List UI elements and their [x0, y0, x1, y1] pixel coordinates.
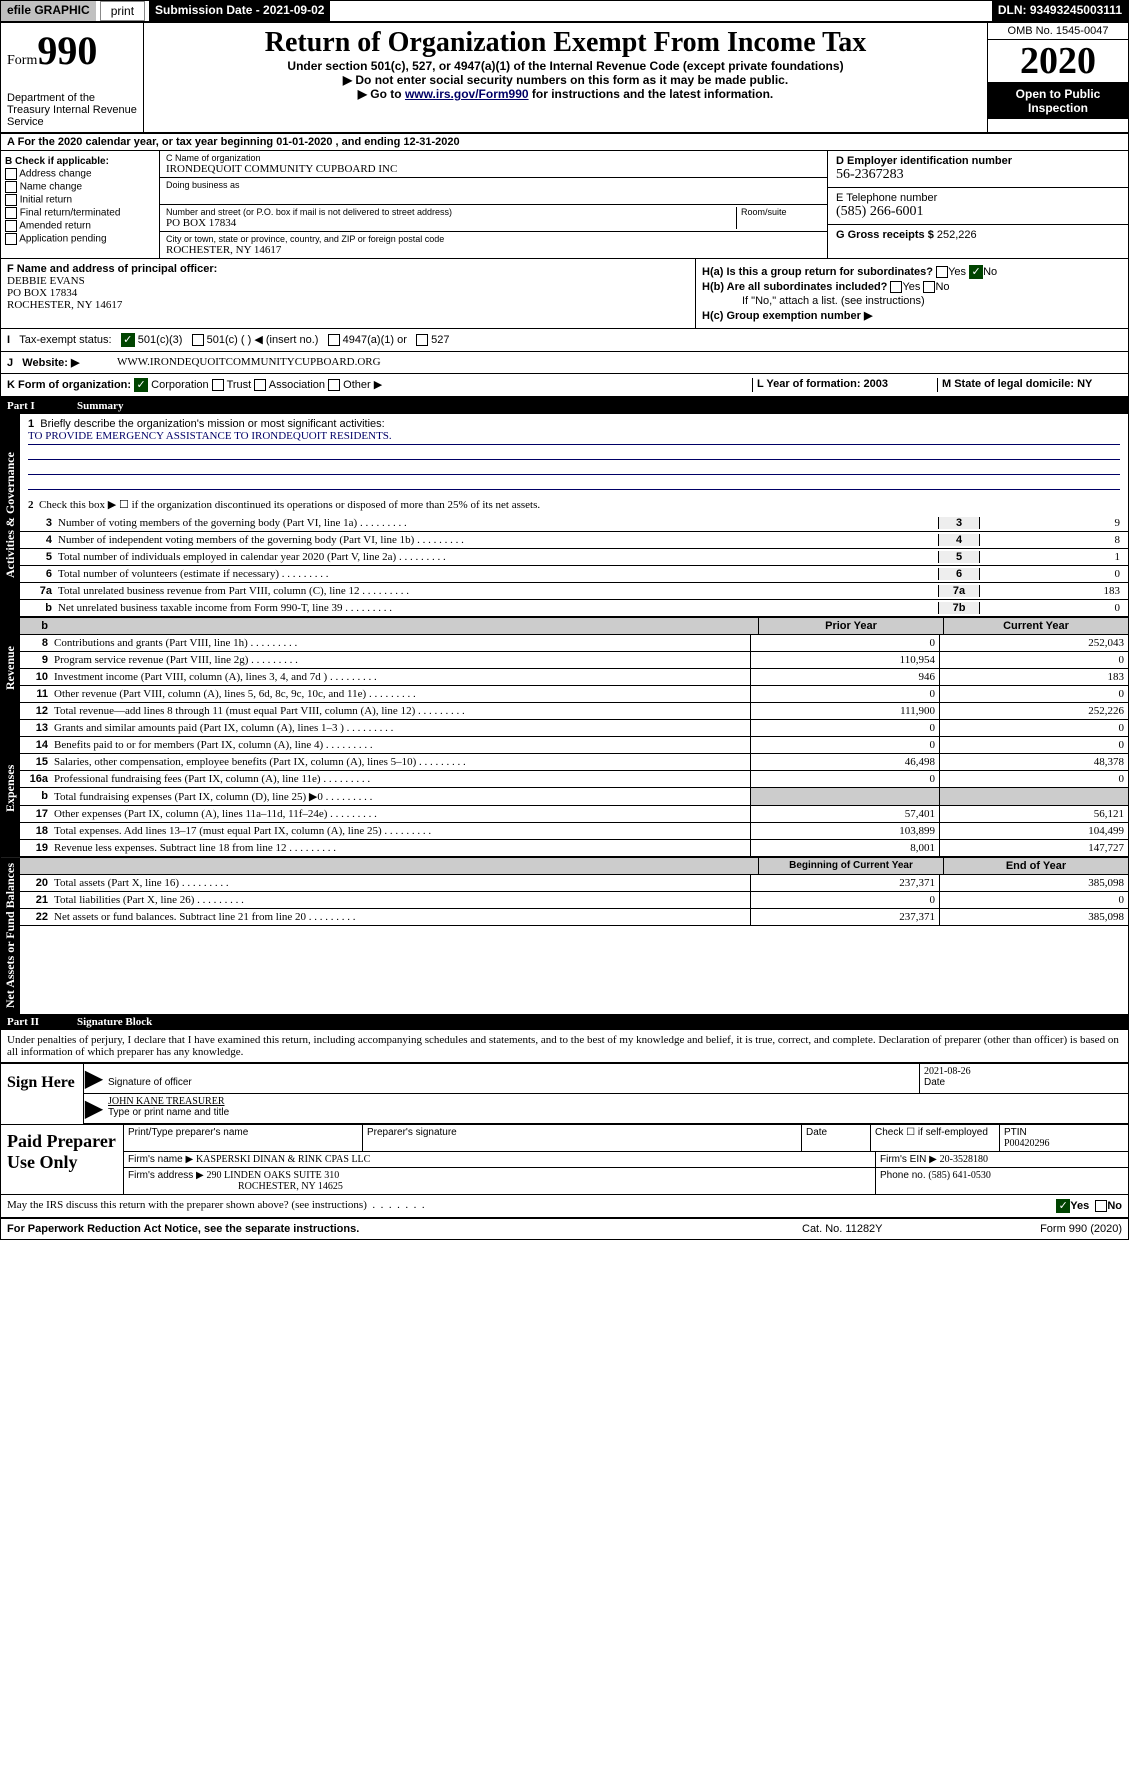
instr-1: ▶ Do not enter social security numbers o…	[148, 73, 983, 87]
tab-revenue: Revenue	[1, 617, 20, 720]
phone: (585) 266-6001	[836, 204, 1120, 220]
tab-expenses: Expenses	[1, 720, 20, 857]
instr-2: ▶ Go to www.irs.gov/Form990 for instruct…	[148, 87, 983, 101]
tab-netassets: Net Assets or Fund Balances	[1, 857, 20, 1014]
line-17: 17 Other expenses (Part IX, column (A), …	[20, 806, 1128, 823]
line-7a: 7a Total unrelated business revenue from…	[20, 583, 1128, 600]
firm-name: KASPERSKI DINAN & RINK CPAS LLC	[196, 1154, 370, 1165]
signature-block: Sign Here ▶ Signature of officer 2021-08…	[1, 1062, 1128, 1124]
line-13: 13 Grants and similar amounts paid (Part…	[20, 720, 1128, 737]
mission-text: TO PROVIDE EMERGENCY ASSISTANCE TO IROND…	[28, 430, 1120, 445]
line-11: 11 Other revenue (Part VIII, column (A),…	[20, 686, 1128, 703]
irs-link[interactable]: www.irs.gov/Form990	[405, 87, 529, 101]
omb-number: OMB No. 1545-0047	[988, 23, 1128, 40]
tax-exempt-status: I Tax-exempt status: ✓ 501(c)(3) 501(c) …	[1, 329, 1128, 352]
line-21: 21 Total liabilities (Part X, line 26) 0…	[20, 892, 1128, 909]
principal-officer: F Name and address of principal officer:…	[1, 259, 696, 328]
identity-block: B Check if applicable: Address change Na…	[1, 151, 1128, 259]
line-6: 6 Total number of volunteers (estimate i…	[20, 566, 1128, 583]
form-header: Form990 Department of the Treasury Inter…	[1, 23, 1128, 134]
org-address: PO BOX 17834	[166, 217, 736, 229]
line-5: 5 Total number of individuals employed i…	[20, 549, 1128, 566]
form-word: Form	[7, 53, 37, 68]
website-row: J Website: ▶ WWW.IRONDEQUOITCOMMUNITYCUP…	[1, 352, 1128, 374]
org-name: IRONDEQUOIT COMMUNITY CUPBOARD INC	[166, 163, 821, 175]
period-line: A For the 2020 calendar year, or tax yea…	[1, 134, 1128, 151]
line-3: 3 Number of voting members of the govern…	[20, 515, 1128, 532]
line-15: 15 Salaries, other compensation, employe…	[20, 754, 1128, 771]
line-14: 14 Benefits paid to or for members (Part…	[20, 737, 1128, 754]
efile-label: efile GRAPHIC	[1, 1, 96, 21]
part-i-header: Part I Summary	[1, 398, 1128, 414]
line-9: 9 Program service revenue (Part VIII, li…	[20, 652, 1128, 669]
line-22: 22 Net assets or fund balances. Subtract…	[20, 909, 1128, 926]
line-18: 18 Total expenses. Add lines 13–17 (must…	[20, 823, 1128, 840]
gross-receipts: 252,226	[937, 229, 977, 241]
tab-governance: Activities & Governance	[1, 414, 20, 617]
line-b: b Net unrelated business taxable income …	[20, 600, 1128, 617]
row-k: K Form of organization: ✓ Corporation Tr…	[1, 374, 1128, 398]
line-b: b Total fundraising expenses (Part IX, c…	[20, 788, 1128, 806]
footer: For Paperwork Reduction Act Notice, see …	[1, 1217, 1128, 1239]
main-title: Return of Organization Exempt From Incom…	[148, 27, 983, 59]
officer-name: JOHN KANE TREASURER	[108, 1096, 225, 1107]
form-number: 990	[37, 28, 97, 73]
discuss-row: May the IRS discuss this return with the…	[1, 1194, 1128, 1217]
ein: 56-2367283	[836, 167, 1120, 183]
line-16a: 16a Professional fundraising fees (Part …	[20, 771, 1128, 788]
ptin: P00420296	[1004, 1138, 1050, 1149]
line-4: 4 Number of independent voting members o…	[20, 532, 1128, 549]
submission-date: Submission Date - 2021-09-02	[149, 1, 330, 21]
subtitle: Under section 501(c), 527, or 4947(a)(1)…	[148, 59, 983, 73]
paid-preparer-block: Paid Preparer Use Only Print/Type prepar…	[1, 1124, 1128, 1194]
block-b: B Check if applicable: Address change Na…	[1, 151, 160, 258]
perjury-statement: Under penalties of perjury, I declare th…	[1, 1030, 1128, 1062]
print-button[interactable]: print	[100, 1, 145, 21]
open-inspection: Open to Public Inspection	[988, 83, 1128, 119]
line-20: 20 Total assets (Part X, line 16) 237,37…	[20, 875, 1128, 892]
line-8: 8 Contributions and grants (Part VIII, l…	[20, 635, 1128, 652]
part-ii-header: Part II Signature Block	[1, 1014, 1128, 1030]
org-city: ROCHESTER, NY 14617	[166, 244, 821, 256]
dln-label: DLN: 93493245003111	[992, 1, 1128, 21]
top-bar: efile GRAPHIC print Submission Date - 20…	[1, 1, 1128, 23]
block-h: H(a) Is this a group return for subordin…	[696, 259, 1128, 328]
line-12: 12 Total revenue—add lines 8 through 11 …	[20, 703, 1128, 720]
line-10: 10 Investment income (Part VIII, column …	[20, 669, 1128, 686]
tax-year: 2020	[988, 40, 1128, 83]
line-19: 19 Revenue less expenses. Subtract line …	[20, 840, 1128, 857]
website: WWW.IRONDEQUOITCOMMUNITYCUPBOARD.ORG	[117, 356, 1122, 369]
dept-label: Department of the Treasury Internal Reve…	[7, 92, 137, 128]
